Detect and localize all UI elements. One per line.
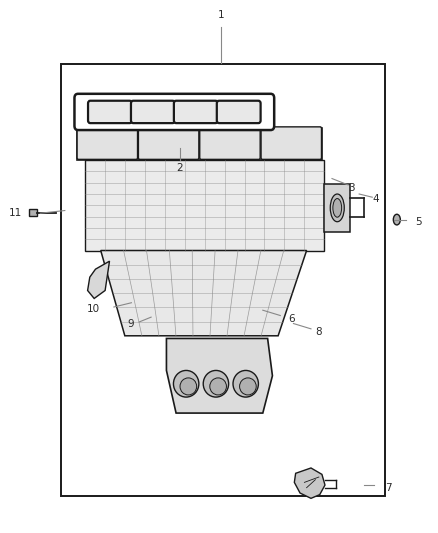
Text: 10: 10 [87, 304, 100, 314]
Bar [29, 209, 37, 216]
Ellipse shape [210, 378, 226, 395]
Ellipse shape [180, 378, 197, 395]
Text: 7: 7 [385, 483, 392, 493]
Ellipse shape [333, 199, 342, 217]
Text: 8: 8 [315, 327, 322, 337]
FancyBboxPatch shape [74, 94, 274, 130]
Ellipse shape [330, 194, 344, 222]
Text: 4: 4 [372, 195, 379, 204]
Ellipse shape [173, 370, 199, 397]
Ellipse shape [233, 370, 258, 397]
Polygon shape [166, 338, 272, 413]
Text: 1: 1 [218, 10, 225, 20]
Text: 11: 11 [9, 208, 22, 218]
Ellipse shape [203, 370, 229, 397]
Ellipse shape [393, 214, 400, 225]
FancyBboxPatch shape [217, 101, 261, 123]
Bar [77, 128, 322, 160]
Bar [85, 160, 324, 251]
Text: 6: 6 [288, 314, 295, 324]
Ellipse shape [240, 378, 256, 395]
Polygon shape [88, 261, 110, 298]
Polygon shape [294, 468, 325, 498]
Text: 2: 2 [176, 163, 183, 173]
FancyBboxPatch shape [174, 101, 218, 123]
Text: 5: 5 [415, 217, 422, 227]
FancyBboxPatch shape [200, 127, 260, 159]
FancyBboxPatch shape [131, 101, 175, 123]
Text: 3: 3 [348, 183, 355, 192]
Polygon shape [101, 251, 307, 336]
Bar [324, 184, 350, 232]
Bar [61, 64, 385, 496]
FancyBboxPatch shape [138, 127, 199, 159]
FancyBboxPatch shape [77, 127, 138, 159]
Text: 9: 9 [128, 319, 134, 329]
FancyBboxPatch shape [88, 101, 132, 123]
FancyBboxPatch shape [261, 127, 321, 159]
